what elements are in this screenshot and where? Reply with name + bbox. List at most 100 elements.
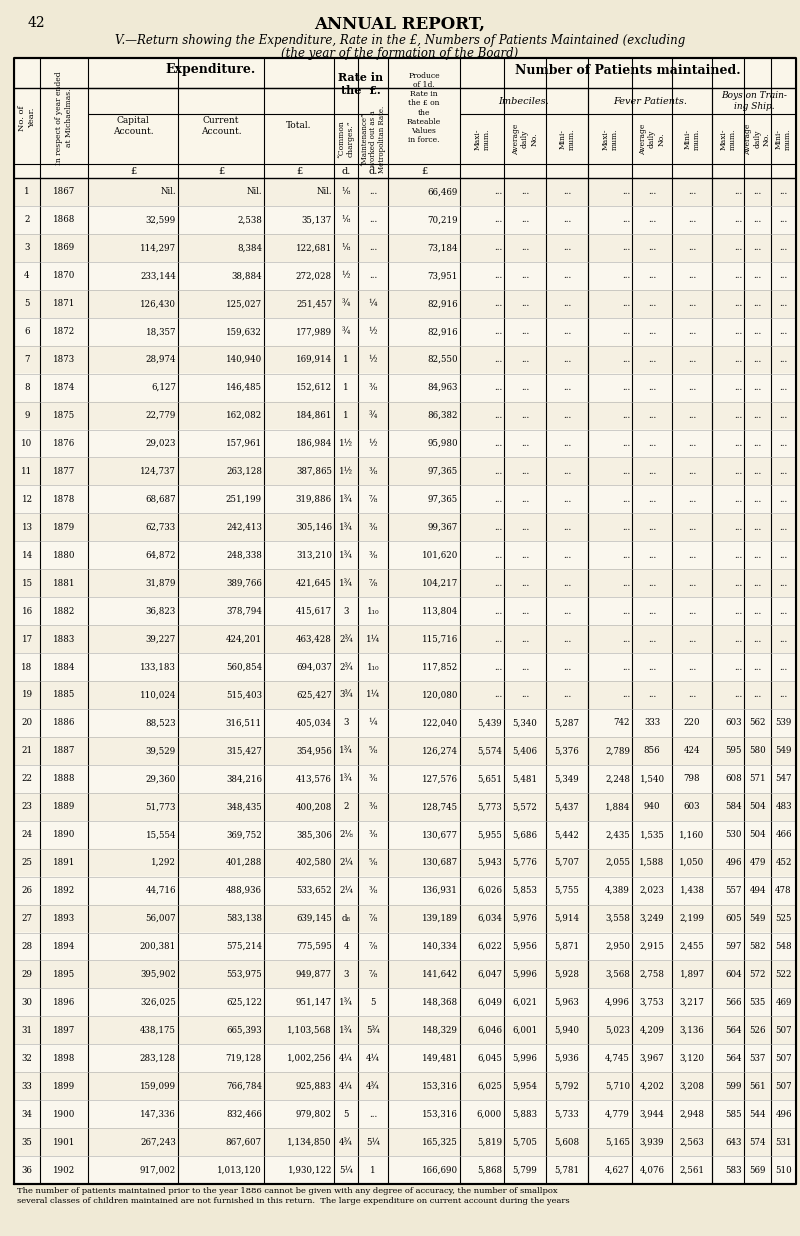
Text: 488,936: 488,936 <box>226 886 262 895</box>
Text: ...: ... <box>563 607 571 616</box>
Text: 483: 483 <box>775 802 792 811</box>
Text: 11: 11 <box>22 467 33 476</box>
Text: ...: ... <box>521 662 529 671</box>
Text: 22: 22 <box>22 774 33 784</box>
Text: 1875: 1875 <box>53 412 75 420</box>
Text: ...: ... <box>622 243 630 252</box>
Text: ...: ... <box>521 607 529 616</box>
Text: ...: ... <box>688 272 696 281</box>
Text: ...: ... <box>622 467 630 476</box>
Text: 1879: 1879 <box>53 523 75 531</box>
Bar <box>15 597 795 625</box>
Text: 585: 585 <box>726 1110 742 1119</box>
Text: 395,902: 395,902 <box>140 970 176 979</box>
Text: ...: ... <box>622 272 630 281</box>
Text: 1,930,122: 1,930,122 <box>287 1166 332 1174</box>
Text: 4,627: 4,627 <box>605 1166 630 1174</box>
Bar <box>15 318 795 346</box>
Text: 1892: 1892 <box>53 886 75 895</box>
Text: ...: ... <box>494 412 502 420</box>
Text: 547: 547 <box>775 774 792 784</box>
Bar <box>15 234 795 262</box>
Text: 28,974: 28,974 <box>146 355 176 365</box>
Text: ...: ... <box>563 299 571 308</box>
Text: ...: ... <box>734 243 742 252</box>
Text: 775,595: 775,595 <box>296 942 332 950</box>
Text: ...: ... <box>648 188 656 197</box>
Text: 101,620: 101,620 <box>422 551 458 560</box>
Text: 5,819: 5,819 <box>477 1137 502 1147</box>
Text: 494: 494 <box>750 886 766 895</box>
Text: 1868: 1868 <box>53 215 75 225</box>
Text: 504: 504 <box>749 831 766 839</box>
Text: 537: 537 <box>750 1054 766 1063</box>
Text: 97,365: 97,365 <box>428 494 458 504</box>
Text: ...: ... <box>622 188 630 197</box>
Text: 5¼: 5¼ <box>339 1166 353 1174</box>
Text: 316,511: 316,511 <box>226 718 262 728</box>
Text: ...: ... <box>754 328 762 336</box>
Text: 5,853: 5,853 <box>513 886 538 895</box>
Text: 272,028: 272,028 <box>296 272 332 281</box>
Text: 313,210: 313,210 <box>296 551 332 560</box>
Text: ...: ... <box>563 578 571 587</box>
Text: 169,914: 169,914 <box>296 355 332 365</box>
Text: ...: ... <box>622 634 630 644</box>
Text: 5,943: 5,943 <box>478 858 502 868</box>
Text: ...: ... <box>521 383 529 392</box>
Text: 39,529: 39,529 <box>146 747 176 755</box>
Text: 162,082: 162,082 <box>226 412 262 420</box>
Text: 1880: 1880 <box>53 551 75 560</box>
Text: Nil.: Nil. <box>316 188 332 197</box>
Text: 5,406: 5,406 <box>513 747 538 755</box>
Text: 5,287: 5,287 <box>554 718 579 728</box>
Text: 694,037: 694,037 <box>296 662 332 671</box>
Text: 1½: 1½ <box>339 467 353 476</box>
Text: ...: ... <box>494 439 502 447</box>
Text: 575,214: 575,214 <box>226 942 262 950</box>
Text: ...: ... <box>563 523 571 531</box>
Text: 564: 564 <box>726 1026 742 1035</box>
Text: ...: ... <box>494 607 502 616</box>
Text: 856: 856 <box>644 747 660 755</box>
Text: 5,437: 5,437 <box>554 802 579 811</box>
Text: 5,707: 5,707 <box>554 858 579 868</box>
Text: 940: 940 <box>644 802 660 811</box>
Text: In respect of year ended
at Michaelmas.: In respect of year ended at Michaelmas. <box>55 72 73 164</box>
Text: Fever Patients.: Fever Patients. <box>613 96 687 105</box>
Text: 599: 599 <box>726 1082 742 1090</box>
Text: Average
daily
No.: Average daily No. <box>638 124 666 154</box>
Text: 200,381: 200,381 <box>140 942 176 950</box>
Text: 5,871: 5,871 <box>554 942 579 950</box>
Text: 507: 507 <box>775 1026 792 1035</box>
Text: 1,013,120: 1,013,120 <box>218 1166 262 1174</box>
Text: 220: 220 <box>684 718 700 728</box>
Text: 557: 557 <box>726 886 742 895</box>
Bar <box>15 206 795 234</box>
Text: ...: ... <box>563 467 571 476</box>
Text: 1,438: 1,438 <box>679 886 705 895</box>
Text: ...: ... <box>779 607 788 616</box>
Text: No. of
Year.: No. of Year. <box>18 105 36 131</box>
Text: ...: ... <box>648 551 656 560</box>
Text: 2: 2 <box>343 802 349 811</box>
Bar <box>15 905 795 932</box>
Text: ...: ... <box>648 467 656 476</box>
Text: ...: ... <box>779 691 788 700</box>
Text: ...: ... <box>734 551 742 560</box>
Text: Rate in
the  £.: Rate in the £. <box>338 72 383 96</box>
Text: 401,288: 401,288 <box>226 858 262 868</box>
Text: Capital
Account.: Capital Account. <box>113 116 154 136</box>
Text: 1¾: 1¾ <box>339 523 353 531</box>
Text: ...: ... <box>688 607 696 616</box>
Text: ...: ... <box>648 412 656 420</box>
Text: 283,128: 283,128 <box>140 1054 176 1063</box>
Text: ...: ... <box>688 691 696 700</box>
Text: ...: ... <box>754 578 762 587</box>
Text: 30: 30 <box>22 997 33 1007</box>
Text: ...: ... <box>688 355 696 365</box>
Text: 1: 1 <box>343 412 349 420</box>
Text: 64,872: 64,872 <box>146 551 176 560</box>
Text: 6,046: 6,046 <box>477 1026 502 1035</box>
Text: 1882: 1882 <box>53 607 75 616</box>
